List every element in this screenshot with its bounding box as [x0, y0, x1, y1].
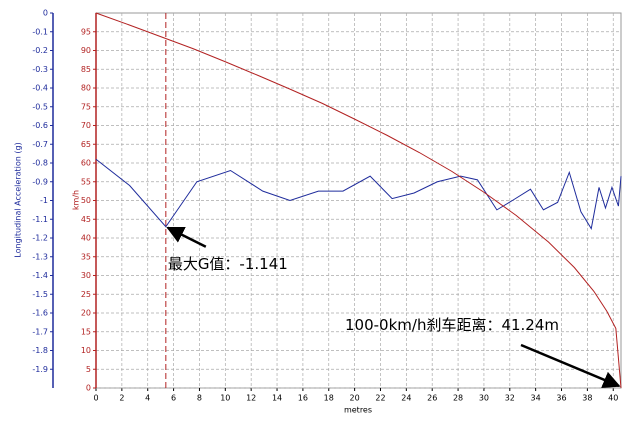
- annotation-arrow: [520, 343, 621, 388]
- y-tick-label: -1.9: [32, 365, 48, 374]
- x-tick-label: 32: [505, 394, 515, 403]
- y-tick-label: -1.4: [32, 271, 48, 280]
- y-tick-label: -0.2: [32, 46, 48, 55]
- y-tick-label: -1.3: [32, 252, 48, 261]
- y2-tick-label: 65: [81, 140, 91, 149]
- y-tick-label: -0.3: [32, 65, 48, 74]
- y2-tick-label: 40: [81, 234, 91, 243]
- series-line: [95, 12, 622, 389]
- y2-axis-label: km/h: [72, 190, 81, 210]
- y-tick-label: -1.2: [32, 234, 48, 243]
- y-tick-label: -0.8: [32, 159, 48, 168]
- series-line: [95, 158, 622, 230]
- x-tick-label: 14: [272, 394, 282, 403]
- x-tick-label: 26: [427, 394, 437, 403]
- y2-tick-label: 15: [81, 327, 91, 336]
- y-tick-label: -0.9: [32, 177, 48, 186]
- y-tick-label: -0.4: [32, 84, 48, 93]
- y2-tick-label: 70: [81, 121, 91, 130]
- y-tick-label: -1.6: [32, 309, 48, 318]
- x-tick-label: 8: [197, 394, 202, 403]
- x-tick-label: 24: [401, 394, 411, 403]
- x-tick-label: 28: [453, 394, 463, 403]
- y2-tick-label: 10: [81, 346, 91, 355]
- y-tick-label: -0.5: [32, 102, 48, 111]
- y2-tick-label: 80: [81, 84, 91, 93]
- x-tick-label: 38: [582, 394, 592, 403]
- y2-tick-label: 50: [81, 196, 91, 205]
- x-tick-label: 34: [531, 394, 541, 403]
- y-tick-label: 0: [43, 9, 48, 18]
- y-tick-label: -0.7: [32, 140, 48, 149]
- y2-tick-label: 0: [86, 384, 91, 393]
- x-tick-label: 18: [324, 394, 334, 403]
- x-tick-label: 6: [171, 394, 176, 403]
- annotation: 100-0km/h刹车距离：41.24m: [345, 316, 559, 334]
- x-tick-label: 30: [479, 394, 489, 403]
- y2-tick-label: 75: [81, 102, 91, 111]
- y-tick-label: -1.8: [32, 346, 48, 355]
- y-tick-label: -0.1: [32, 27, 48, 36]
- annotation: 最大G值：-1.141: [168, 255, 288, 273]
- y-tick-label: -0.6: [32, 121, 48, 130]
- x-tick-label: 12: [246, 394, 256, 403]
- x-tick-label: 16: [298, 394, 308, 403]
- x-tick-label: 22: [375, 394, 385, 403]
- annotation-arrow: [166, 226, 207, 248]
- y2-tick-label: 55: [81, 177, 91, 186]
- x-tick-label: 2: [119, 394, 124, 403]
- y2-tick-label: 5: [86, 365, 91, 374]
- y2-tick-label: 25: [81, 290, 91, 299]
- y2-tick-label: 90: [81, 46, 91, 55]
- y-tick-label: -1: [40, 196, 48, 205]
- y2-tick-label: 95: [81, 27, 91, 36]
- x-tick-label: 10: [220, 394, 230, 403]
- y-tick-label: -1.7: [32, 327, 48, 336]
- y2-tick-label: 85: [81, 65, 91, 74]
- y2-tick-label: 20: [81, 309, 91, 318]
- x-axis-label: metres: [344, 406, 372, 415]
- y-axis-label: Longitudinal Acceleration (g): [14, 142, 23, 257]
- y2-tick-label: 35: [81, 252, 91, 261]
- y2-tick-label: 30: [81, 271, 91, 280]
- x-tick-label: 20: [350, 394, 360, 403]
- x-tick-label: 0: [93, 394, 98, 403]
- x-tick-label: 40: [608, 394, 618, 403]
- x-tick-label: 4: [145, 394, 150, 403]
- y2-tick-label: 60: [81, 159, 91, 168]
- x-tick-label: 36: [556, 394, 566, 403]
- y-tick-label: -1.1: [32, 215, 48, 224]
- y-tick-label: -1.5: [32, 290, 48, 299]
- y2-tick-label: 45: [81, 215, 91, 224]
